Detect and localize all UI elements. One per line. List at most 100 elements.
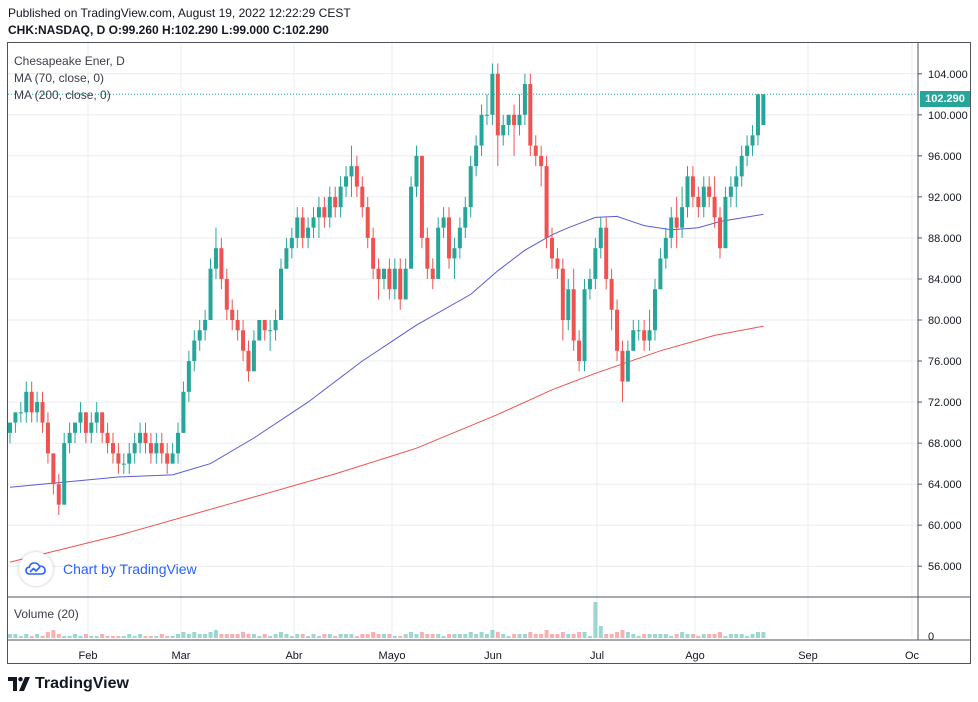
candle-body	[51, 453, 56, 485]
candle-body	[316, 207, 321, 218]
watermark-text[interactable]: Chart by TradingView	[63, 561, 197, 577]
x-tick-label: Mar	[172, 650, 191, 662]
volume-bar	[392, 636, 397, 638]
candle-body	[447, 217, 452, 259]
volume-bar	[116, 636, 121, 638]
y-tick-label: 84.000	[928, 274, 962, 286]
volume-bar	[506, 636, 511, 638]
candle-body	[121, 463, 126, 465]
volume-bar	[251, 634, 256, 638]
candle-body	[403, 268, 408, 300]
volume-bar	[105, 636, 110, 638]
candle-body	[311, 217, 316, 228]
volume-bar	[132, 636, 137, 638]
candle-body	[306, 227, 311, 238]
volume-title[interactable]: Volume (20)	[14, 607, 79, 621]
volume-bar	[539, 634, 544, 638]
candle-body	[620, 350, 625, 382]
candle-body	[593, 248, 598, 279]
candle-body	[560, 268, 565, 320]
volume-bar	[56, 634, 61, 638]
candle-body	[94, 412, 99, 423]
volume-bar	[89, 636, 94, 638]
volume-bar	[230, 634, 235, 638]
candle-body	[262, 320, 267, 331]
candle-body	[251, 340, 256, 372]
volume-bar	[577, 632, 582, 638]
candle-body	[268, 330, 273, 332]
volume-bar	[165, 636, 170, 638]
y-tick-label: 76.000	[928, 356, 962, 368]
candle-body	[40, 402, 45, 423]
candle-body	[170, 453, 175, 464]
volume-bar	[707, 634, 712, 638]
candle-body	[734, 176, 739, 187]
legend-ma70[interactable]: MA (70, close, 0)	[14, 71, 105, 85]
volume-bar	[745, 636, 750, 638]
candle-body	[739, 155, 744, 177]
candle-body	[425, 237, 430, 269]
candle-body	[674, 217, 679, 228]
volume-bar	[170, 636, 175, 638]
volume-bar	[100, 634, 105, 638]
volume-bar	[371, 632, 376, 638]
candle-body	[647, 330, 652, 341]
candle-body	[143, 432, 148, 444]
volume-bar	[73, 634, 78, 638]
volume-bar	[734, 634, 739, 638]
candle-body	[365, 207, 370, 238]
volume-bar	[360, 634, 365, 638]
volume-bar	[208, 632, 213, 638]
volume-bar	[13, 634, 18, 638]
candle-body	[550, 237, 554, 259]
volume-bar	[463, 634, 468, 638]
candle-body	[571, 289, 576, 341]
candle-body	[441, 217, 446, 228]
volume-bar	[110, 636, 115, 638]
x-tick-label: Sep	[798, 650, 818, 662]
watermark[interactable]: Chart by TradingView	[19, 552, 197, 586]
candle-body	[539, 155, 544, 167]
volume-bar	[625, 632, 630, 638]
volume-bar	[718, 632, 723, 638]
volume-bar	[154, 636, 159, 638]
volume-bar	[696, 636, 701, 638]
candle-body	[138, 432, 143, 444]
candle-body	[273, 320, 278, 331]
tradingview-cloud-icon	[19, 552, 53, 586]
candle-body	[544, 166, 549, 238]
legend-title[interactable]: Chesapeake Ener, D	[14, 54, 125, 68]
candle-body	[745, 145, 750, 156]
legend-ma200[interactable]: MA (200, close, 0)	[14, 88, 111, 102]
volume-bar	[197, 634, 202, 638]
volume-bar	[441, 636, 446, 638]
candle-body	[371, 237, 376, 269]
y-tick-label: 100.000	[928, 110, 968, 122]
candle-body	[707, 186, 712, 197]
candle-body	[474, 145, 479, 167]
candle-body	[436, 227, 441, 279]
footer-logo[interactable]: TradingView	[8, 675, 129, 693]
candle-body	[587, 278, 592, 290]
volume-bar	[479, 632, 484, 638]
y-tick-label: 80.000	[928, 315, 962, 327]
volume-bar	[598, 626, 603, 638]
candle-body	[479, 114, 484, 146]
candle-body	[463, 207, 468, 228]
candle-body	[116, 453, 121, 464]
candle-body	[636, 330, 641, 332]
candle-body	[669, 217, 674, 238]
candle-body	[29, 391, 34, 413]
volume-bar	[761, 632, 766, 638]
candle-body	[409, 186, 414, 269]
volume-bar	[587, 636, 592, 638]
candle-body	[349, 166, 354, 177]
candle-body	[690, 176, 695, 197]
candle-body	[755, 94, 760, 136]
volume-bar	[246, 634, 251, 638]
volume-bar	[685, 634, 690, 638]
candle-body	[761, 94, 766, 126]
candle-body	[376, 268, 381, 279]
candle-body	[224, 278, 229, 310]
